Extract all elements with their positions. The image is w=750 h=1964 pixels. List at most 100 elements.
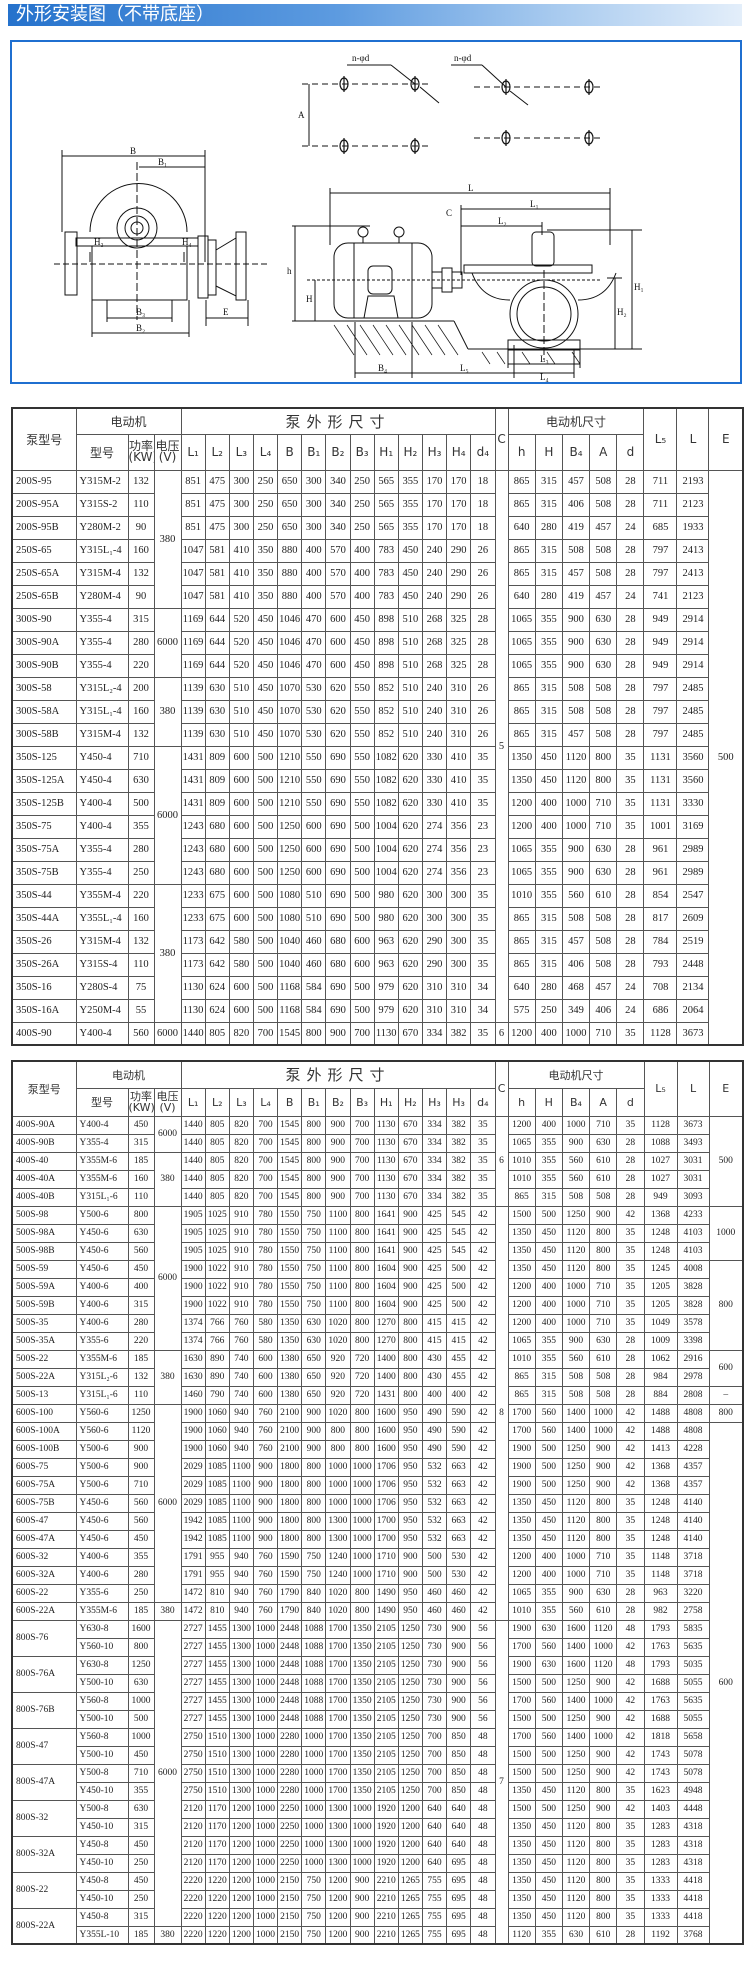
pump-dim-cell: 400 <box>301 538 327 563</box>
motor-dim-cell: 508 <box>589 906 618 931</box>
pump-dim-cell: 550 <box>349 722 375 747</box>
motor-model-cell: Y400-6 <box>75 1547 129 1567</box>
pump-dim-cell: 2210 <box>373 1925 399 1945</box>
header-pump-dim: B₁ <box>301 1087 327 1117</box>
pump-dim-cell: 1000 <box>252 1853 279 1873</box>
pump-dim-cell: 2220 <box>180 1889 206 1909</box>
L5-cell: 1248 <box>643 1493 678 1513</box>
L-cell: 2413 <box>676 561 710 586</box>
pump-dim-cell: 1545 <box>277 1169 303 1189</box>
pump-dim-cell: 1920 <box>373 1799 399 1819</box>
L-cell: 2916 <box>676 1349 710 1369</box>
E-cell: – <box>708 1385 744 1405</box>
header-pump-dim: B₃ <box>349 433 375 471</box>
table-row: 800S-76A Y630-8 1250 2727 1455 1300 1000 2448 10… <box>11 1655 743 1693</box>
table-row: 500S-98B Y450-6 560 1905 1025 910 780 1550 750 11… <box>11 1241 743 1261</box>
table-row: 350S-75 Y400-4 355 1243 680 600 500 1250 600 690 5… <box>11 814 743 839</box>
table-row: 600S-32 Y400-6 355 1791 955 940 760 1590 750 1240… <box>11 1547 743 1567</box>
motor-model-cell: Y355-4 <box>75 630 129 655</box>
motor-dim-cell: 42 <box>616 1691 645 1711</box>
motor-dim-cell: 315 <box>534 1367 563 1387</box>
pump-dim-cell: 900 <box>446 1619 472 1639</box>
motor-dim-cell: 1350 <box>507 1907 536 1927</box>
voltage-cell: 6000 <box>153 1205 182 1351</box>
pump-dim-cell: 780 <box>252 1241 279 1261</box>
motor-model-cell: Y450-6 <box>75 1511 129 1531</box>
pump-dim-cell: 1590 <box>277 1565 303 1585</box>
pump-dim-cell: 1040 <box>277 929 303 954</box>
motor-dim-cell: 280 <box>534 584 563 609</box>
motor-dim-cell: 1250 <box>561 1745 591 1765</box>
pump-dim-cell: 382 <box>446 1021 472 1046</box>
motor-model-cell: Y500-8 <box>75 1763 129 1783</box>
motor-power-cell: 160 <box>127 906 155 931</box>
pump-dim-cell: 1000 <box>349 1547 375 1567</box>
header-pump-dim: H₁ <box>373 433 399 471</box>
pump-dim-cell: 460 <box>446 1601 472 1621</box>
motor-dim-cell: 630 <box>589 607 618 632</box>
motor-model-cell: Y450-6 <box>75 1241 129 1261</box>
pump-dim-cell: 780 <box>252 1259 279 1279</box>
pump-dim-cell: 26 <box>470 722 496 747</box>
L5-cell: 984 <box>643 1367 678 1387</box>
pump-dim-cell: 2727 <box>180 1655 206 1675</box>
pump-dim-cell: 2250 <box>277 1835 303 1855</box>
motor-dim-cell: 508 <box>589 699 618 724</box>
pump-dim-cell: 1100 <box>228 1493 254 1513</box>
motor-dim-cell: 640 <box>507 975 536 1000</box>
pump-dim-cell: 356 <box>446 814 472 839</box>
L5-cell: 1131 <box>643 745 678 770</box>
pump-dim-cell: 980 <box>373 906 399 931</box>
pump-dim-cell: 1130 <box>373 1151 399 1171</box>
motor-dim-cell: 35 <box>616 1907 645 1927</box>
pump-dim-cell: 42 <box>470 1295 496 1315</box>
motor-model-cell: Y450-10 <box>75 1853 129 1873</box>
pump-dim-cell: 532 <box>421 1529 448 1549</box>
pump-dim-cell: 23 <box>470 814 496 839</box>
pump-dim-cell: 470 <box>301 653 327 678</box>
table-row: 400S-40B Y315L₁-6 110 1440 805 820 700 1545 800 9… <box>11 1187 743 1207</box>
pump-dim-cell: 2100 <box>277 1439 303 1459</box>
motor-dim-cell: 1000 <box>561 1295 591 1315</box>
L-cell: 4357 <box>676 1457 710 1477</box>
pump-dim-cell: 590 <box>446 1439 472 1459</box>
motor-dim-cell: 1065 <box>507 607 536 632</box>
pump-dim-cell: 809 <box>204 791 230 816</box>
header-power: 功率 (KW) <box>127 1087 155 1117</box>
pump-dim-cell: 450 <box>252 653 279 678</box>
motor-dim-cell: 35 <box>616 1511 645 1531</box>
pump-dim-cell: 410 <box>228 584 254 609</box>
L5-cell: 1333 <box>643 1907 678 1927</box>
pump-dim-cell: 800 <box>301 1169 327 1189</box>
pump-dim-cell: 963 <box>373 929 399 954</box>
header-row: 泵型号 电动机 泵外形尺寸 C 电动机尺寸 L₅ L E <box>11 1060 744 1117</box>
pump-dim-cell: 805 <box>204 1151 230 1171</box>
motor-dim-cell: 468 <box>561 975 591 1000</box>
table-row: Y450-10 250 2220 1220 1200 1000 2150 750 1200 900… <box>12 1889 743 1909</box>
motor-dim-cell: 1700 <box>507 1637 536 1657</box>
L-cell: 5035 <box>676 1655 710 1675</box>
pump-dim-cell: 1000 <box>252 1727 279 1747</box>
motor-dim-cell: 28 <box>616 607 645 632</box>
pump-dim-cell: 910 <box>228 1259 254 1279</box>
dim-label-B2: B₂ <box>136 323 145 333</box>
table-row: 500S-98 Y500-6 800 6000 1905 1025 910 780 1550 75… <box>11 1205 744 1621</box>
pump-model-cell: 800S-22A <box>11 1907 77 1945</box>
table-row: 300S-90B Y355-4 220 1169 644 520 450 1046 470 600… <box>11 653 743 678</box>
pump-dim-cell: 979 <box>373 998 399 1023</box>
motor-dim-cell: 35 <box>616 1241 645 1261</box>
pump-dim-cell: 56 <box>470 1709 496 1729</box>
pump-dim-cell: 1169 <box>180 653 206 678</box>
E-cell: 500 <box>708 1115 744 1207</box>
pump-dim-cell: 2220 <box>180 1871 206 1891</box>
pump-dim-cell: 310 <box>446 722 472 747</box>
pump-dim-cell: 640 <box>421 1817 448 1837</box>
pump-dim-cell: 979 <box>373 975 399 1000</box>
pump-dim-cell: 650 <box>301 1367 327 1387</box>
pump-dim-cell: 1641 <box>373 1241 399 1261</box>
L5-cell: 1128 <box>643 1115 678 1135</box>
motor-dim-cell: 1200 <box>507 1547 536 1567</box>
pump-dim-cell: 450 <box>397 538 423 563</box>
pump-dim-cell: 1490 <box>373 1601 399 1621</box>
pump-dim-cell: 356 <box>446 860 472 885</box>
